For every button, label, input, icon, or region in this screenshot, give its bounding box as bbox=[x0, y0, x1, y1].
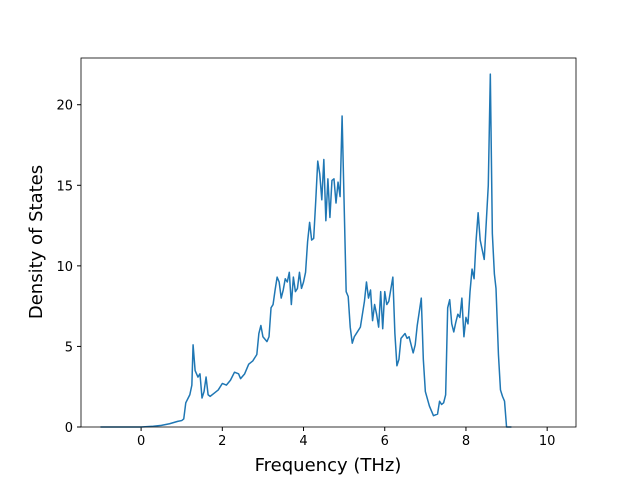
plot-frame bbox=[80, 57, 577, 428]
y-tick-label: 10 bbox=[56, 260, 73, 275]
y-tick-label: 15 bbox=[56, 179, 73, 194]
line bbox=[100, 73, 512, 428]
y-tick-label: 0 bbox=[65, 421, 73, 436]
y-tick-label: 5 bbox=[65, 340, 73, 355]
y-axis-label: Density of States bbox=[26, 165, 47, 319]
x-tick-label: 4 bbox=[299, 434, 307, 449]
x-tick-label: 2 bbox=[218, 434, 226, 449]
x-tick-label: 10 bbox=[539, 434, 556, 449]
x-tick-label: 8 bbox=[462, 434, 470, 449]
x-axis-label: Frequency (THz) bbox=[255, 455, 402, 476]
y-tick-label: 20 bbox=[56, 99, 73, 114]
x-tick-label: 6 bbox=[381, 434, 389, 449]
x-tick-label: 0 bbox=[137, 434, 145, 449]
